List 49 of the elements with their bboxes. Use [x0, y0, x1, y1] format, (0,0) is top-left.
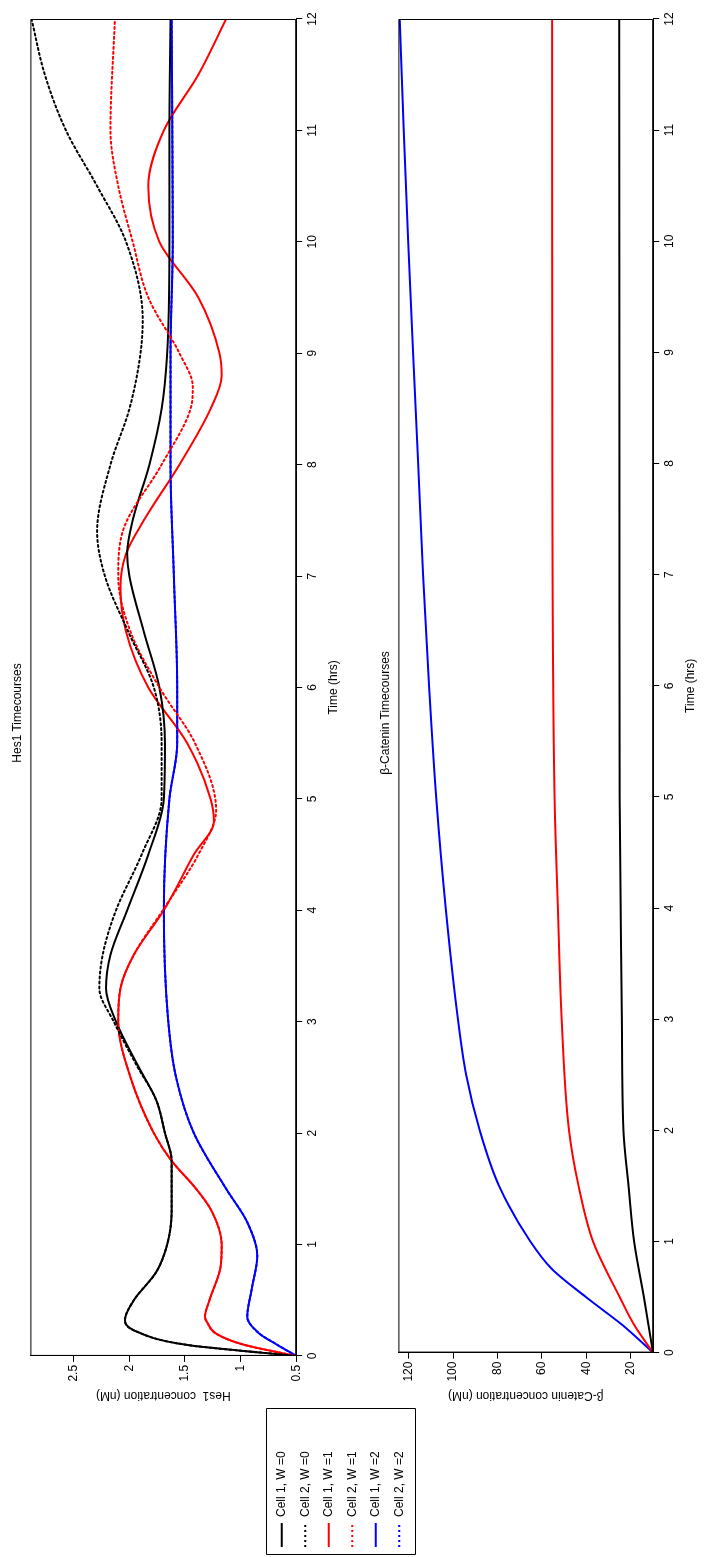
- x-tick-label: 80: [489, 1361, 504, 1375]
- y-tick-label: 8: [304, 460, 319, 468]
- y-tick-label: 9: [661, 348, 676, 356]
- y-tick-label: 1: [304, 1240, 319, 1248]
- x-tick-label: 20: [623, 1361, 638, 1375]
- y-tick-label: 2: [304, 1129, 319, 1137]
- x-tick-label: 60: [534, 1361, 549, 1375]
- y-tick-label: 2: [661, 1126, 676, 1134]
- y-axis-title: Time (hrs): [683, 658, 698, 713]
- x-tick-label: 2.5: [66, 1364, 81, 1382]
- y-tick-label: 11: [661, 123, 676, 137]
- x-axis-title: Hes1 concentration (nM): [95, 1389, 231, 1404]
- y-tick-label: 7: [661, 571, 676, 578]
- text: β-Catenin Timecourses: [377, 651, 392, 775]
- y-tick-label: 3: [304, 1018, 319, 1026]
- y-tick-label: 5: [304, 795, 319, 803]
- y-tick-label: 10: [304, 234, 319, 249]
- y-tick-label: 11: [304, 123, 319, 137]
- y-tick-label: 4: [661, 904, 676, 912]
- x-tick-label: 100: [445, 1361, 460, 1382]
- x-tick-label: 2: [121, 1364, 136, 1372]
- x-tick-label: 40: [578, 1361, 593, 1375]
- text: Cell 2, W =2: [391, 1450, 406, 1517]
- text: Cell 2, W =1: [344, 1450, 359, 1517]
- y-tick-label: 6: [661, 682, 676, 690]
- y-axis-title: Time (hrs): [326, 660, 341, 715]
- x-tick-label: 1: [232, 1364, 247, 1372]
- x-axis-title: β-Catenin concentration (nM): [447, 1389, 604, 1404]
- x-tick-label: 0.5: [288, 1364, 303, 1382]
- y-tick-label: 12: [661, 12, 676, 26]
- y-tick-label: 0: [304, 1352, 319, 1360]
- x-tick-label: 1.5: [177, 1364, 192, 1382]
- y-tick-label: 6: [304, 683, 319, 691]
- y-tick-label: 9: [304, 349, 319, 357]
- y-tick-label: 10: [661, 234, 676, 248]
- text: Cell 1, W =1: [321, 1450, 336, 1517]
- y-tick-label: 5: [661, 793, 676, 801]
- text: Hes1 Timecourses: [9, 663, 24, 763]
- x-tick-label: 120: [400, 1361, 415, 1382]
- y-tick-label: 3: [661, 1015, 676, 1023]
- y-tick-label: 7: [304, 572, 319, 580]
- y-tick-label: 4: [304, 906, 319, 914]
- text: Cell 1, W =2: [368, 1450, 383, 1517]
- y-tick-label: 8: [661, 459, 676, 467]
- text: Cell 1, W =0: [274, 1450, 289, 1517]
- y-tick-label: 12: [304, 12, 319, 26]
- y-tick-label: 1: [661, 1237, 676, 1245]
- y-tick-label: 0: [661, 1348, 676, 1356]
- text: Cell 2, W =0: [297, 1450, 312, 1517]
